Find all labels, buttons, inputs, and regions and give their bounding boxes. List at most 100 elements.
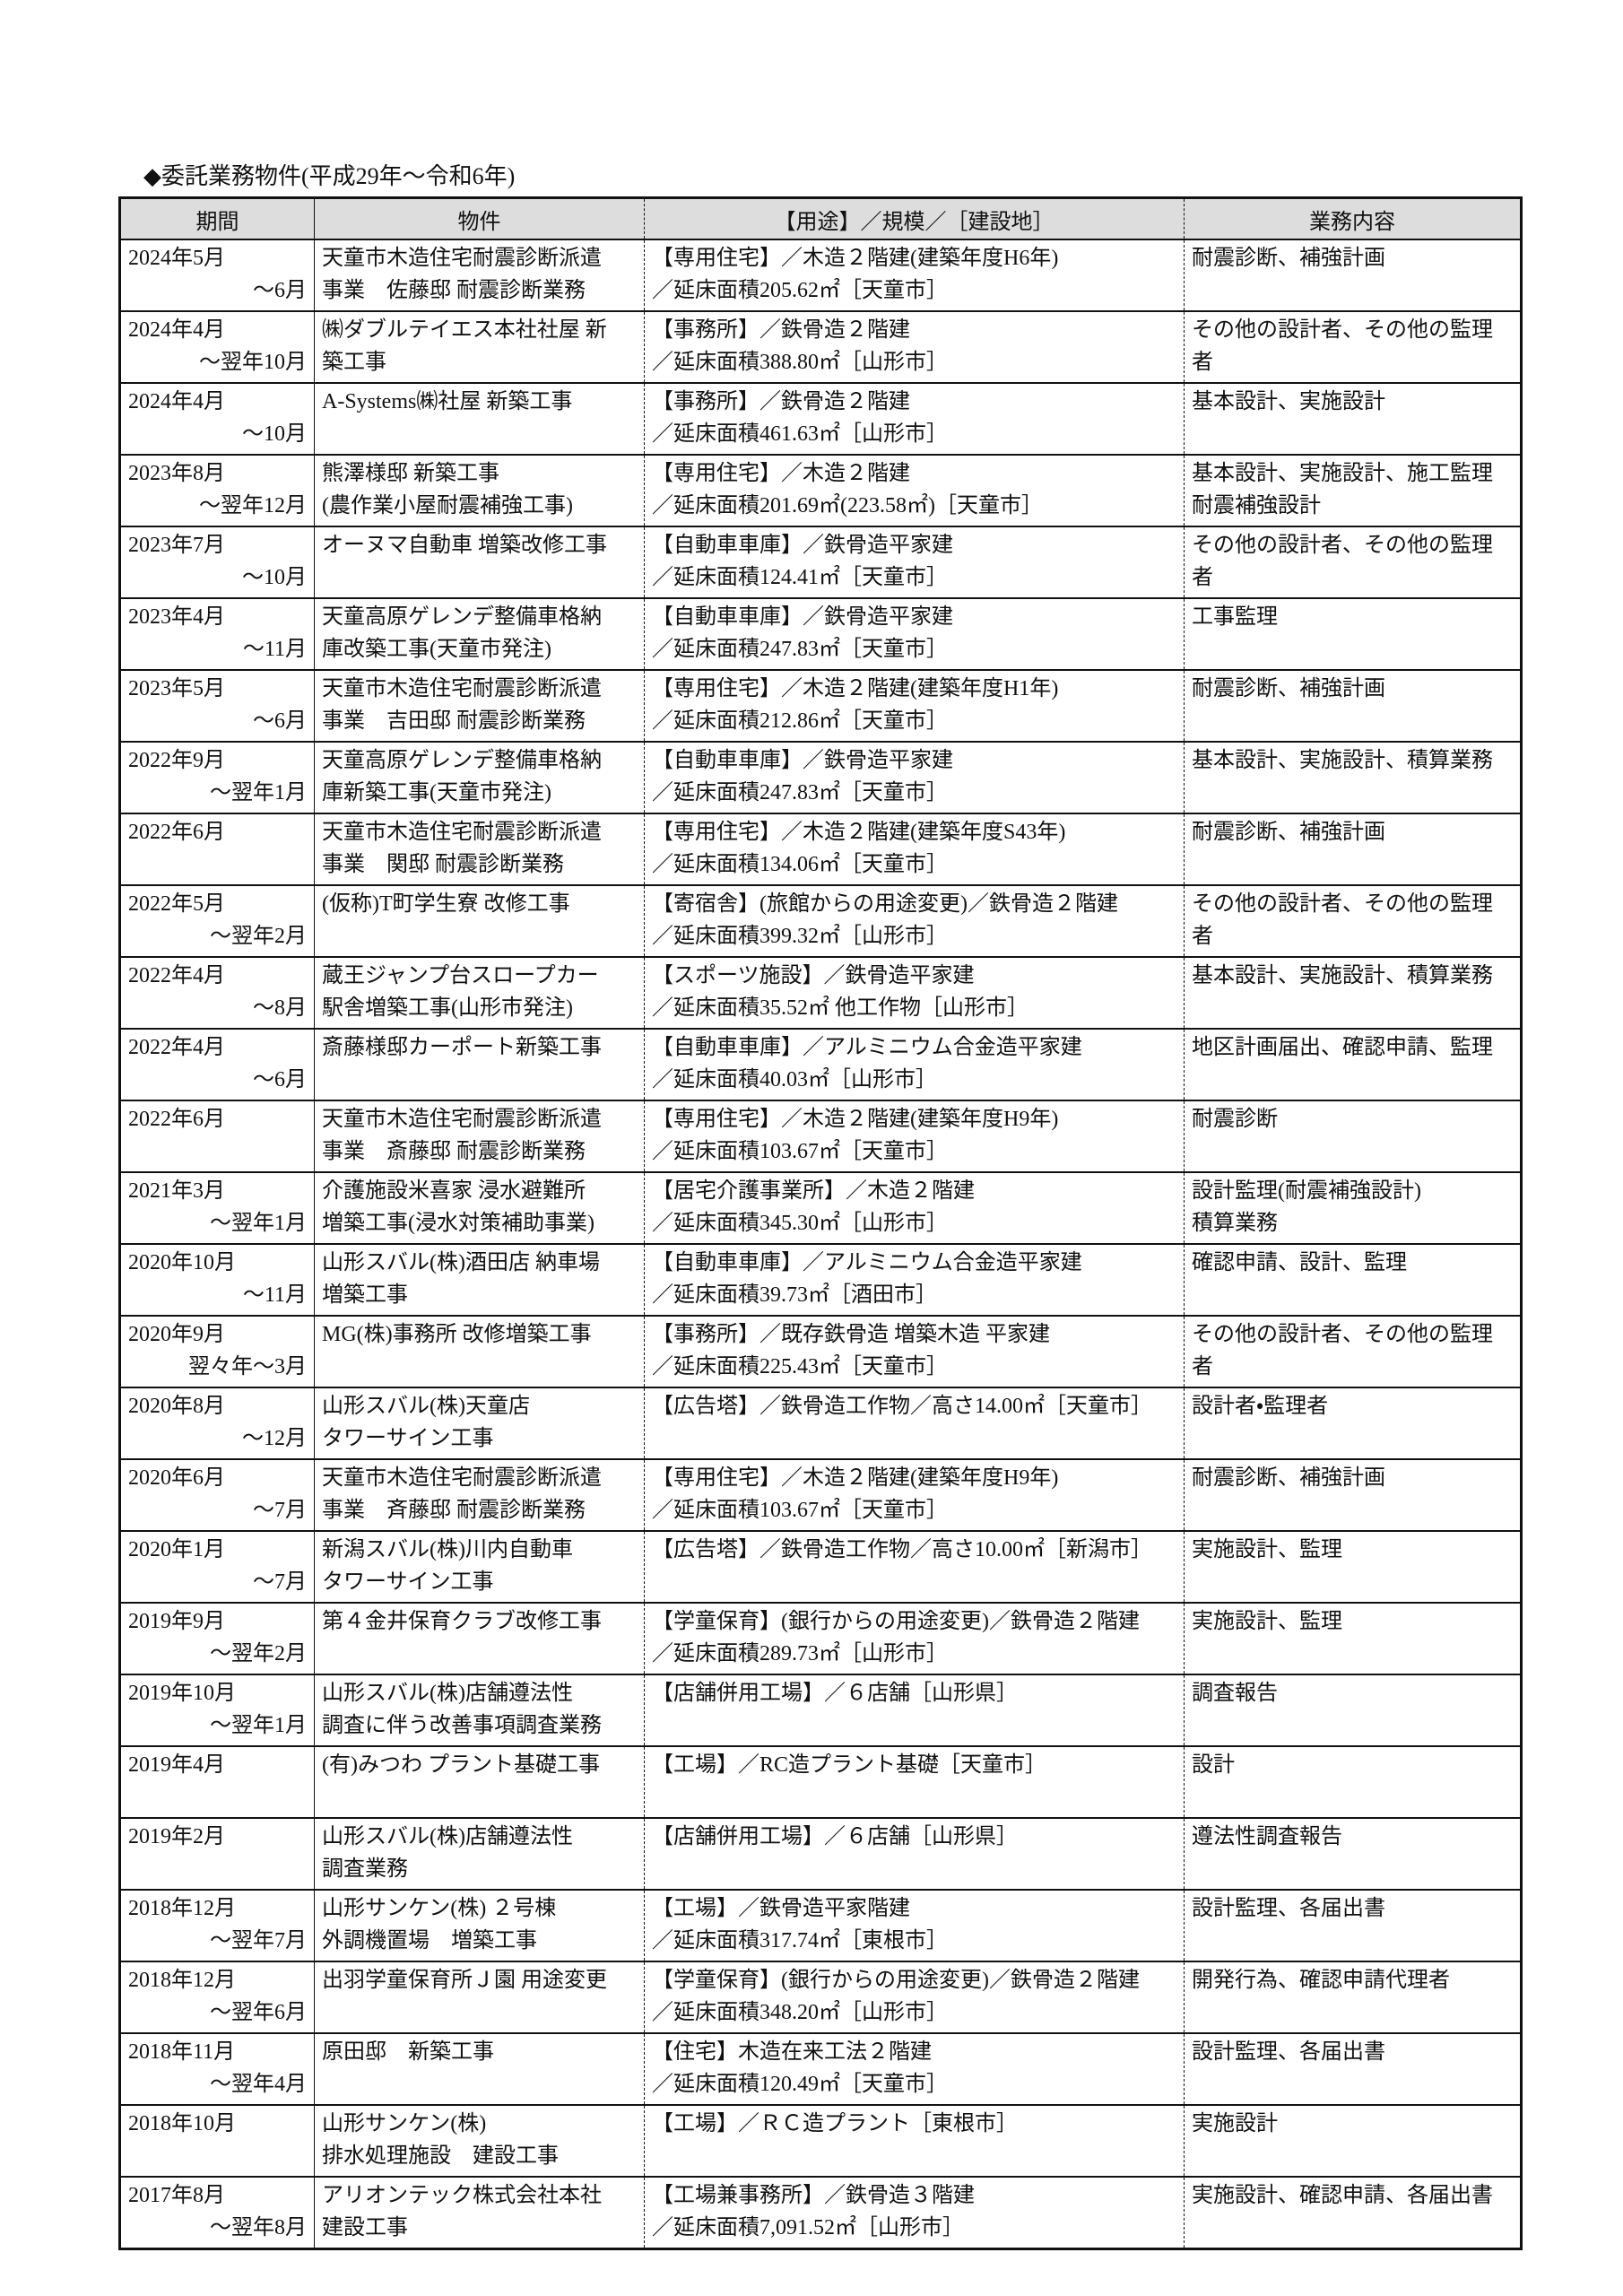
cell-line: 【工場】／ＲＣ造プラント［東根市］	[652, 2112, 1018, 2135]
cell-line: 者	[1192, 566, 1213, 589]
work-cell: 設計	[1184, 1745, 1522, 1818]
property-cell: 介護施設米喜家 浸水避難所 増築工事(浸水対策補助事業)	[314, 1171, 645, 1244]
work-cell: 設計監理、各届出書	[1184, 1889, 1522, 1961]
table-row: 2022年6月 天童市木造住宅耐震診断派遣 事業 斎藤邸 耐震診断業務 【専用住宅】／…	[119, 1100, 1522, 1172]
cell-line: 翌々年～3月	[188, 1355, 307, 1378]
work-cell: 地区計画届出、確認申請、監理	[1184, 1028, 1522, 1100]
table-row: 2021年3月 ～翌年1月 介護施設米喜家 浸水避難所 増築工事(浸水対策補助事業) 【…	[119, 1171, 1522, 1244]
use-cell: 【自動車車庫】／鉄骨造平家建 ／延床面積124.41㎡［天童市］	[644, 526, 1185, 598]
property-cell: 蔵王ジャンプ台スロープカー 駅舎増築工事(山形市発注)	[314, 956, 645, 1029]
cell-line: 実施設計、監理	[1192, 1538, 1342, 1561]
cell-line: ～10月	[242, 422, 307, 446]
cell-line: 【工場】／鉄骨造平家階建	[652, 1897, 910, 1920]
use-cell: 【店舗併用工場】／６店舗［山形県］	[644, 1817, 1185, 1890]
cell-line: ／延床面積225.43㎡［天童市］	[652, 1355, 948, 1378]
cell-line: 2022年6月	[128, 1108, 225, 1131]
cell-line: 天童市木造住宅耐震診断派遣	[322, 821, 602, 844]
cell-line: 天童市木造住宅耐震診断派遣	[322, 1108, 602, 1131]
property-cell: 天童高原ゲレンデ整備車格納 庫改築工事(天童市発注)	[314, 597, 645, 670]
cell-line: 開発行為、確認申請代理者	[1192, 1969, 1450, 1992]
work-cell: 耐震診断	[1184, 1100, 1522, 1172]
use-cell: 【店舗併用工場】／６店舗［山形県］	[644, 1674, 1185, 1746]
use-cell: 【自動車車庫】／鉄骨造平家建 ／延床面積247.83㎡［天童市］	[644, 597, 1185, 670]
use-cell: 【工場】／RC造プラント基礎［天童市］	[644, 1745, 1185, 1818]
property-cell: 天童市木造住宅耐震診断派遣 事業 佐藤邸 耐震診断業務	[314, 239, 645, 311]
period-cell: 2023年7月 ～10月	[119, 526, 315, 598]
table-row: 2020年1月 ～7月 新潟スバル(株)川内自動車 タワーサイン工事 【広告塔】／鉄骨造…	[119, 1530, 1522, 1603]
period-cell: 2022年5月 ～翌年2月	[119, 884, 315, 957]
period-cell: 2019年10月 ～翌年1月	[119, 1674, 315, 1746]
cell-line: ／延床面積399.32㎡［山形市］	[652, 925, 948, 948]
cell-line: 【自動車車庫】／アルミニウム合金造平家建	[652, 1251, 1082, 1274]
cell-line: ㈱ダブルテイエス本社社屋 新	[322, 318, 607, 342]
cell-line: 2018年11月	[128, 2040, 236, 2064]
cell-line: タワーサイン工事	[322, 1570, 494, 1594]
cell-line: 耐震診断、補強計画	[1192, 821, 1385, 844]
cell-line: 【専用住宅】／木造２階建(建築年度H1年)	[652, 677, 1059, 700]
cell-line: 2018年12月	[128, 1897, 236, 1920]
cell-line: ～6月	[253, 709, 307, 733]
use-cell: 【居宅介護事業所】／木造２階建 ／延床面積345.30㎡［山形市］	[644, 1171, 1185, 1244]
cell-line: 調査報告	[1192, 1682, 1278, 1705]
cell-line: 【店舗併用工場】／６店舗［山形県］	[652, 1825, 1018, 1848]
use-cell: 【工場兼事務所】／鉄骨造３階建 ／延床面積7,091.52㎡［山形市］	[644, 2176, 1185, 2249]
use-cell: 【学童保育】(銀行からの用途変更)／鉄骨造２階建 ／延床面積289.73㎡［山形市…	[644, 1602, 1185, 1674]
cell-line: 山形サンケン(株) ２号棟	[322, 1897, 557, 1920]
cell-line: 2024年5月	[128, 247, 225, 270]
property-cell: 第４金井保育クラブ改修工事	[314, 1602, 645, 1674]
cell-line: 事業 斎藤邸 耐震診断業務	[322, 1140, 586, 1163]
cell-line: 原田邸 新築工事	[322, 2040, 494, 2064]
cell-line: 耐震補強設計	[1192, 494, 1321, 517]
table-row: 2024年5月 ～6月 天童市木造住宅耐震診断派遣 事業 佐藤邸 耐震診断業務 【専用住…	[119, 239, 1522, 311]
work-cell: その他の設計者、その他の監理者	[1184, 1315, 1522, 1387]
cell-line: 実施設計	[1192, 2112, 1278, 2135]
cell-line: (仮称)T町学生寮 改修工事	[322, 892, 570, 916]
cell-line: 2022年6月	[128, 821, 225, 844]
cell-line: 山形スバル(株)店舗遵法性	[322, 1682, 573, 1705]
header-cell: 期間	[119, 197, 315, 240]
cell-line: 【事務所】／既存鉄骨造 増築木造 平家建	[652, 1323, 1050, 1346]
cell-line: ／延床面積345.30㎡［山形市］	[652, 1212, 948, 1235]
use-cell: 【スポーツ施設】／鉄骨造平家建 ／延床面積35.52㎡ 他工作物［山形市］	[644, 956, 1185, 1029]
use-cell: 【専用住宅】／木造２階建(建築年度H9年) ／延床面積103.67㎡［天童市］	[644, 1458, 1185, 1531]
cell-line: 2023年7月	[128, 534, 225, 557]
property-cell: ㈱ダブルテイエス本社社屋 新築工事	[314, 310, 645, 383]
cell-line: 山形スバル(株)酒田店 納車場	[322, 1251, 600, 1274]
property-cell: 山形スバル(株)酒田店 納車場 増築工事	[314, 1243, 645, 1316]
cell-line: 積算業務	[1192, 1212, 1278, 1235]
cell-line: 介護施設米喜家 浸水避難所	[322, 1179, 586, 1203]
cell-line: 【自動車車庫】／アルミニウム合金造平家建	[652, 1036, 1082, 1059]
cell-line: 【広告塔】／鉄骨造工作物／高さ10.00㎡［新潟市］	[652, 1538, 1152, 1561]
property-cell: (有)みつわ プラント基礎工事	[314, 1745, 645, 1818]
cell-line: (農作業小屋耐震補強工事)	[322, 494, 573, 517]
use-cell: 【学童保育】(銀行からの用途変更)／鉄骨造２階建 ／延床面積348.20㎡［山形市…	[644, 1961, 1185, 2033]
table-row: 2019年2月 山形スバル(株)店舗遵法性 調査業務 【店舗併用工場】／６店舗［山形県…	[119, 1817, 1522, 1890]
use-cell: 【工場】／ＲＣ造プラント［東根市］	[644, 2104, 1185, 2177]
cell-line: 熊澤様邸 新築工事	[322, 462, 499, 485]
cell-line: 外調機置場 増築工事	[322, 1929, 537, 1952]
cell-line: 【住宅】木造在来工法２階建	[652, 2040, 932, 2064]
cell-line: 【事務所】／鉄骨造２階建	[652, 390, 910, 413]
period-cell: 2021年3月 ～翌年1月	[119, 1171, 315, 1244]
cell-line: 駅舎増築工事(山形市発注)	[322, 996, 573, 1020]
cell-line: 実施設計、監理	[1192, 1610, 1342, 1633]
cell-line: 【学童保育】(銀行からの用途変更)／鉄骨造２階建	[652, 1610, 1140, 1633]
cell-line: ～11月	[242, 1283, 307, 1307]
work-cell: 開発行為、確認申請代理者	[1184, 1961, 1522, 2033]
document-title: ◆委託業務物件(平成29年～令和6年)	[143, 163, 516, 189]
cell-line: 2019年2月	[128, 1825, 225, 1848]
cell-line: ／延床面積124.41㎡［天童市］	[652, 566, 948, 589]
cell-line: タワーサイン工事	[322, 1427, 494, 1450]
work-cell: 工事監理	[1184, 597, 1522, 670]
period-cell: 2022年6月	[119, 1100, 315, 1172]
work-cell: 実施設計、監理	[1184, 1602, 1522, 1674]
period-cell: 2019年2月	[119, 1817, 315, 1890]
cell-line: 【自動車車庫】／鉄骨造平家建	[652, 605, 953, 629]
cell-line: 山形スバル(株)天童店	[322, 1395, 530, 1418]
cell-line: 2024年4月	[128, 318, 225, 342]
cell-line: ／延床面積201.69㎡(223.58㎡)［天童市］	[652, 494, 1043, 517]
property-cell: (仮称)T町学生寮 改修工事	[314, 884, 645, 957]
table-row: 2023年8月 ～翌年12月 熊澤様邸 新築工事 (農作業小屋耐震補強工事) 【専用住宅…	[119, 454, 1522, 526]
cell-line: 【店舗併用工場】／６店舗［山形県］	[652, 1682, 1018, 1705]
